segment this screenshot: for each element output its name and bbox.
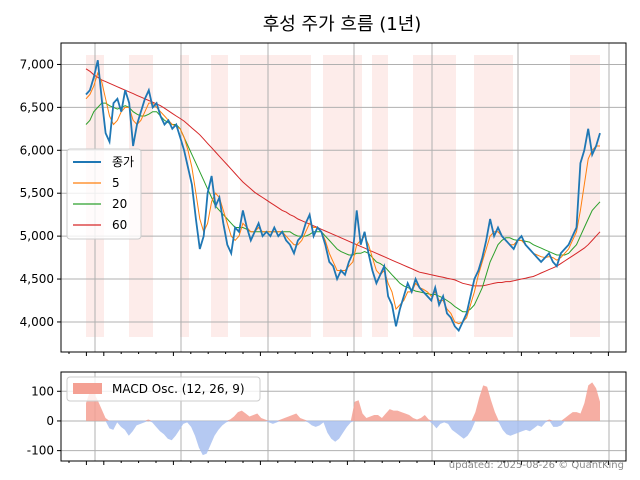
legend-box	[66, 148, 142, 240]
legend-box	[66, 376, 261, 402]
macd-negative-area	[86, 420, 600, 456]
y-tick-label: 6,500	[20, 100, 54, 114]
series-line-ma5	[85, 71, 600, 325]
price-legend: 종가 5 20 60	[66, 148, 142, 240]
macd-panel: -100 0 100 MACD Osc. (12, 26, 9)	[27, 371, 627, 465]
macd-legend: MACD Osc. (12, 26, 9)	[66, 376, 261, 402]
y-tick-label: 100	[31, 384, 54, 398]
shaded-period-band	[323, 55, 362, 337]
series-line-close	[85, 59, 601, 333]
y-tick-label: 7,000	[20, 57, 54, 71]
shaded-period-band	[372, 55, 388, 337]
legend-label-ma60: 60	[112, 218, 127, 232]
y-tick-label: 4,500	[20, 272, 54, 286]
y-tick-label: 5,500	[20, 186, 54, 200]
legend-label-ma5: 5	[112, 176, 120, 190]
y-tick-label: 0	[46, 414, 54, 428]
chart-title: 후성 주가 흐름 (1년)	[263, 14, 422, 35]
shaded-period-band	[240, 55, 311, 337]
shaded-period-band	[570, 55, 600, 337]
y-tick-label: -100	[27, 444, 54, 458]
y-tick-label: 5,000	[20, 229, 54, 243]
macd-axes-frame	[60, 371, 627, 462]
shaded-period-band	[474, 55, 513, 337]
price-axes-frame	[60, 42, 627, 353]
legend-swatch-macd	[73, 383, 102, 394]
updated-footnote: updated: 2025-08-26 © QuantKing	[449, 460, 624, 471]
y-tick-label: 4,000	[20, 315, 54, 329]
legend-label-macd: MACD Osc. (12, 26, 9)	[112, 382, 245, 396]
legend-label-ma20: 20	[112, 197, 127, 211]
series-line-ma60	[85, 68, 601, 287]
y-tick-label: 6,000	[20, 143, 54, 157]
price-panel: 4,000 4,500 5,000 5,500 6,000 6,500 7,000 종가 5 20…	[20, 42, 627, 356]
shaded-period-band	[180, 55, 189, 337]
legend-label-close: 종가	[112, 155, 134, 169]
